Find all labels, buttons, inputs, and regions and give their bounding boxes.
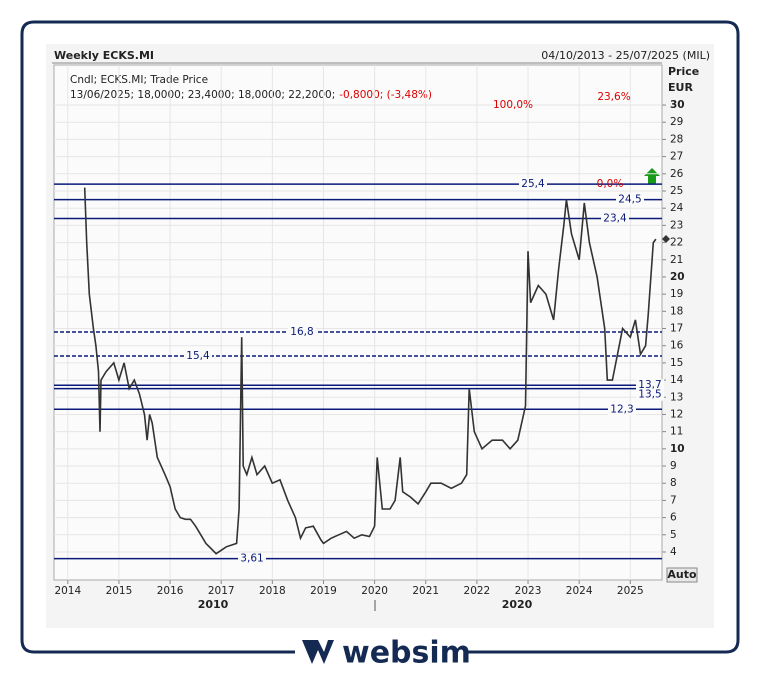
y-tick-label: 13 xyxy=(670,391,683,403)
info-line: 13/06/2025; 18,0000; 23,4000; 18,0000; 2… xyxy=(70,89,432,101)
level-label-bg xyxy=(608,403,636,416)
y-axis-unit: EUR xyxy=(668,81,693,94)
info-values: 13/06/2025; 18,0000; 23,4000; 18,0000; 2… xyxy=(70,89,335,101)
y-tick-label: 29 xyxy=(670,116,683,128)
level-label-bg xyxy=(519,178,547,191)
y-tick-label: 4 xyxy=(670,546,677,558)
x-tick-label: 2017 xyxy=(208,585,235,597)
x-tick-label: 2021 xyxy=(412,585,439,597)
level-label-bg xyxy=(636,388,664,401)
info-line: Cndl; ECKS.MI; Trade Price xyxy=(70,74,208,86)
frame xyxy=(20,20,740,654)
y-tick-label: 5 xyxy=(670,529,677,541)
y-axis-label: Price xyxy=(668,65,699,78)
y-tick-label: 22 xyxy=(670,237,683,249)
y-tick-label: 28 xyxy=(670,133,683,145)
x-tick-label: 2018 xyxy=(259,585,286,597)
x-tick-label: 2020 xyxy=(361,585,388,597)
y-tick-label: 30 xyxy=(670,99,685,111)
y-tick-label: 19 xyxy=(670,288,683,300)
x-tick-label: 2024 xyxy=(566,585,593,597)
y-tick-label: 8 xyxy=(670,477,677,489)
y-tick-label: 24 xyxy=(670,202,684,214)
y-tick-label: 10 xyxy=(670,443,685,455)
level-label-bg xyxy=(636,379,664,392)
y-tick-label: 21 xyxy=(670,254,683,266)
price-line xyxy=(83,187,657,555)
level-label: 13,7 xyxy=(638,379,661,391)
y-tick-label: 7 xyxy=(670,494,677,506)
level-label: 3,61 xyxy=(240,553,263,565)
brand: websim xyxy=(342,636,471,671)
level-label: 13,5 xyxy=(638,389,661,401)
level-label-bg xyxy=(184,350,212,363)
y-tick-label: 27 xyxy=(670,151,683,163)
logo-icon xyxy=(302,640,334,664)
logo: websim xyxy=(302,636,471,671)
chart-title: Weekly ECKS.MI xyxy=(54,49,154,62)
x-tick-label: 2019 xyxy=(310,585,337,597)
y-tick-label: 18 xyxy=(670,305,683,317)
y-tick-label: 17 xyxy=(670,323,683,335)
y-tick-label: 6 xyxy=(670,512,677,524)
level-label: 24,5 xyxy=(618,194,641,206)
level-label-bg xyxy=(238,552,266,565)
y-tick-label: 23 xyxy=(670,219,683,231)
plot-area xyxy=(53,64,663,581)
level-label: 23,4 xyxy=(603,213,627,225)
x-tick-label: 2015 xyxy=(106,585,133,597)
level-label: 16,8 xyxy=(290,326,313,338)
fib-label: 23,6% xyxy=(597,91,630,103)
y-tick-label: 14 xyxy=(670,374,684,386)
auto-button-label[interactable]: Auto xyxy=(667,568,697,581)
y-tick-label: 20 xyxy=(670,271,685,283)
x-tick-label: 2023 xyxy=(515,585,542,597)
x-tick-label: 2025 xyxy=(617,585,644,597)
up-arrow xyxy=(644,168,660,184)
level-label: 25,4 xyxy=(521,178,545,190)
x-tick-label: 2016 xyxy=(157,585,184,597)
date-range: 04/10/2013 - 25/07/2025 (MIL) xyxy=(541,49,710,62)
level-label: 15,4 xyxy=(186,350,210,362)
y-tick-label: 16 xyxy=(670,340,684,352)
decade-label: 2020 xyxy=(502,598,533,611)
fib-label: 100,0% xyxy=(493,99,533,111)
decade-label: 2010 xyxy=(198,598,229,611)
y-tick-label: 9 xyxy=(670,460,677,472)
level-label-bg xyxy=(601,212,629,225)
plot: 4567891011121314151617181920212223242526… xyxy=(54,65,685,597)
level-label-bg xyxy=(616,193,644,206)
y-tick-label: 26 xyxy=(670,168,684,180)
y-tick-label: 15 xyxy=(670,357,683,369)
y-tick-label: 25 xyxy=(670,185,683,197)
level-label: 12,3 xyxy=(610,403,633,415)
last-price-marker xyxy=(662,235,670,243)
fib-label: 0,0% xyxy=(597,178,624,190)
x-tick-label: 2022 xyxy=(464,585,491,597)
auto-button[interactable] xyxy=(666,567,698,583)
y-tick-label: 11 xyxy=(670,426,683,438)
y-tick-label: 12 xyxy=(670,408,683,420)
x-tick-label: 2014 xyxy=(54,585,81,597)
info-change: -0,8000; (-3,48%) xyxy=(339,89,432,101)
level-label-bg xyxy=(288,325,316,338)
